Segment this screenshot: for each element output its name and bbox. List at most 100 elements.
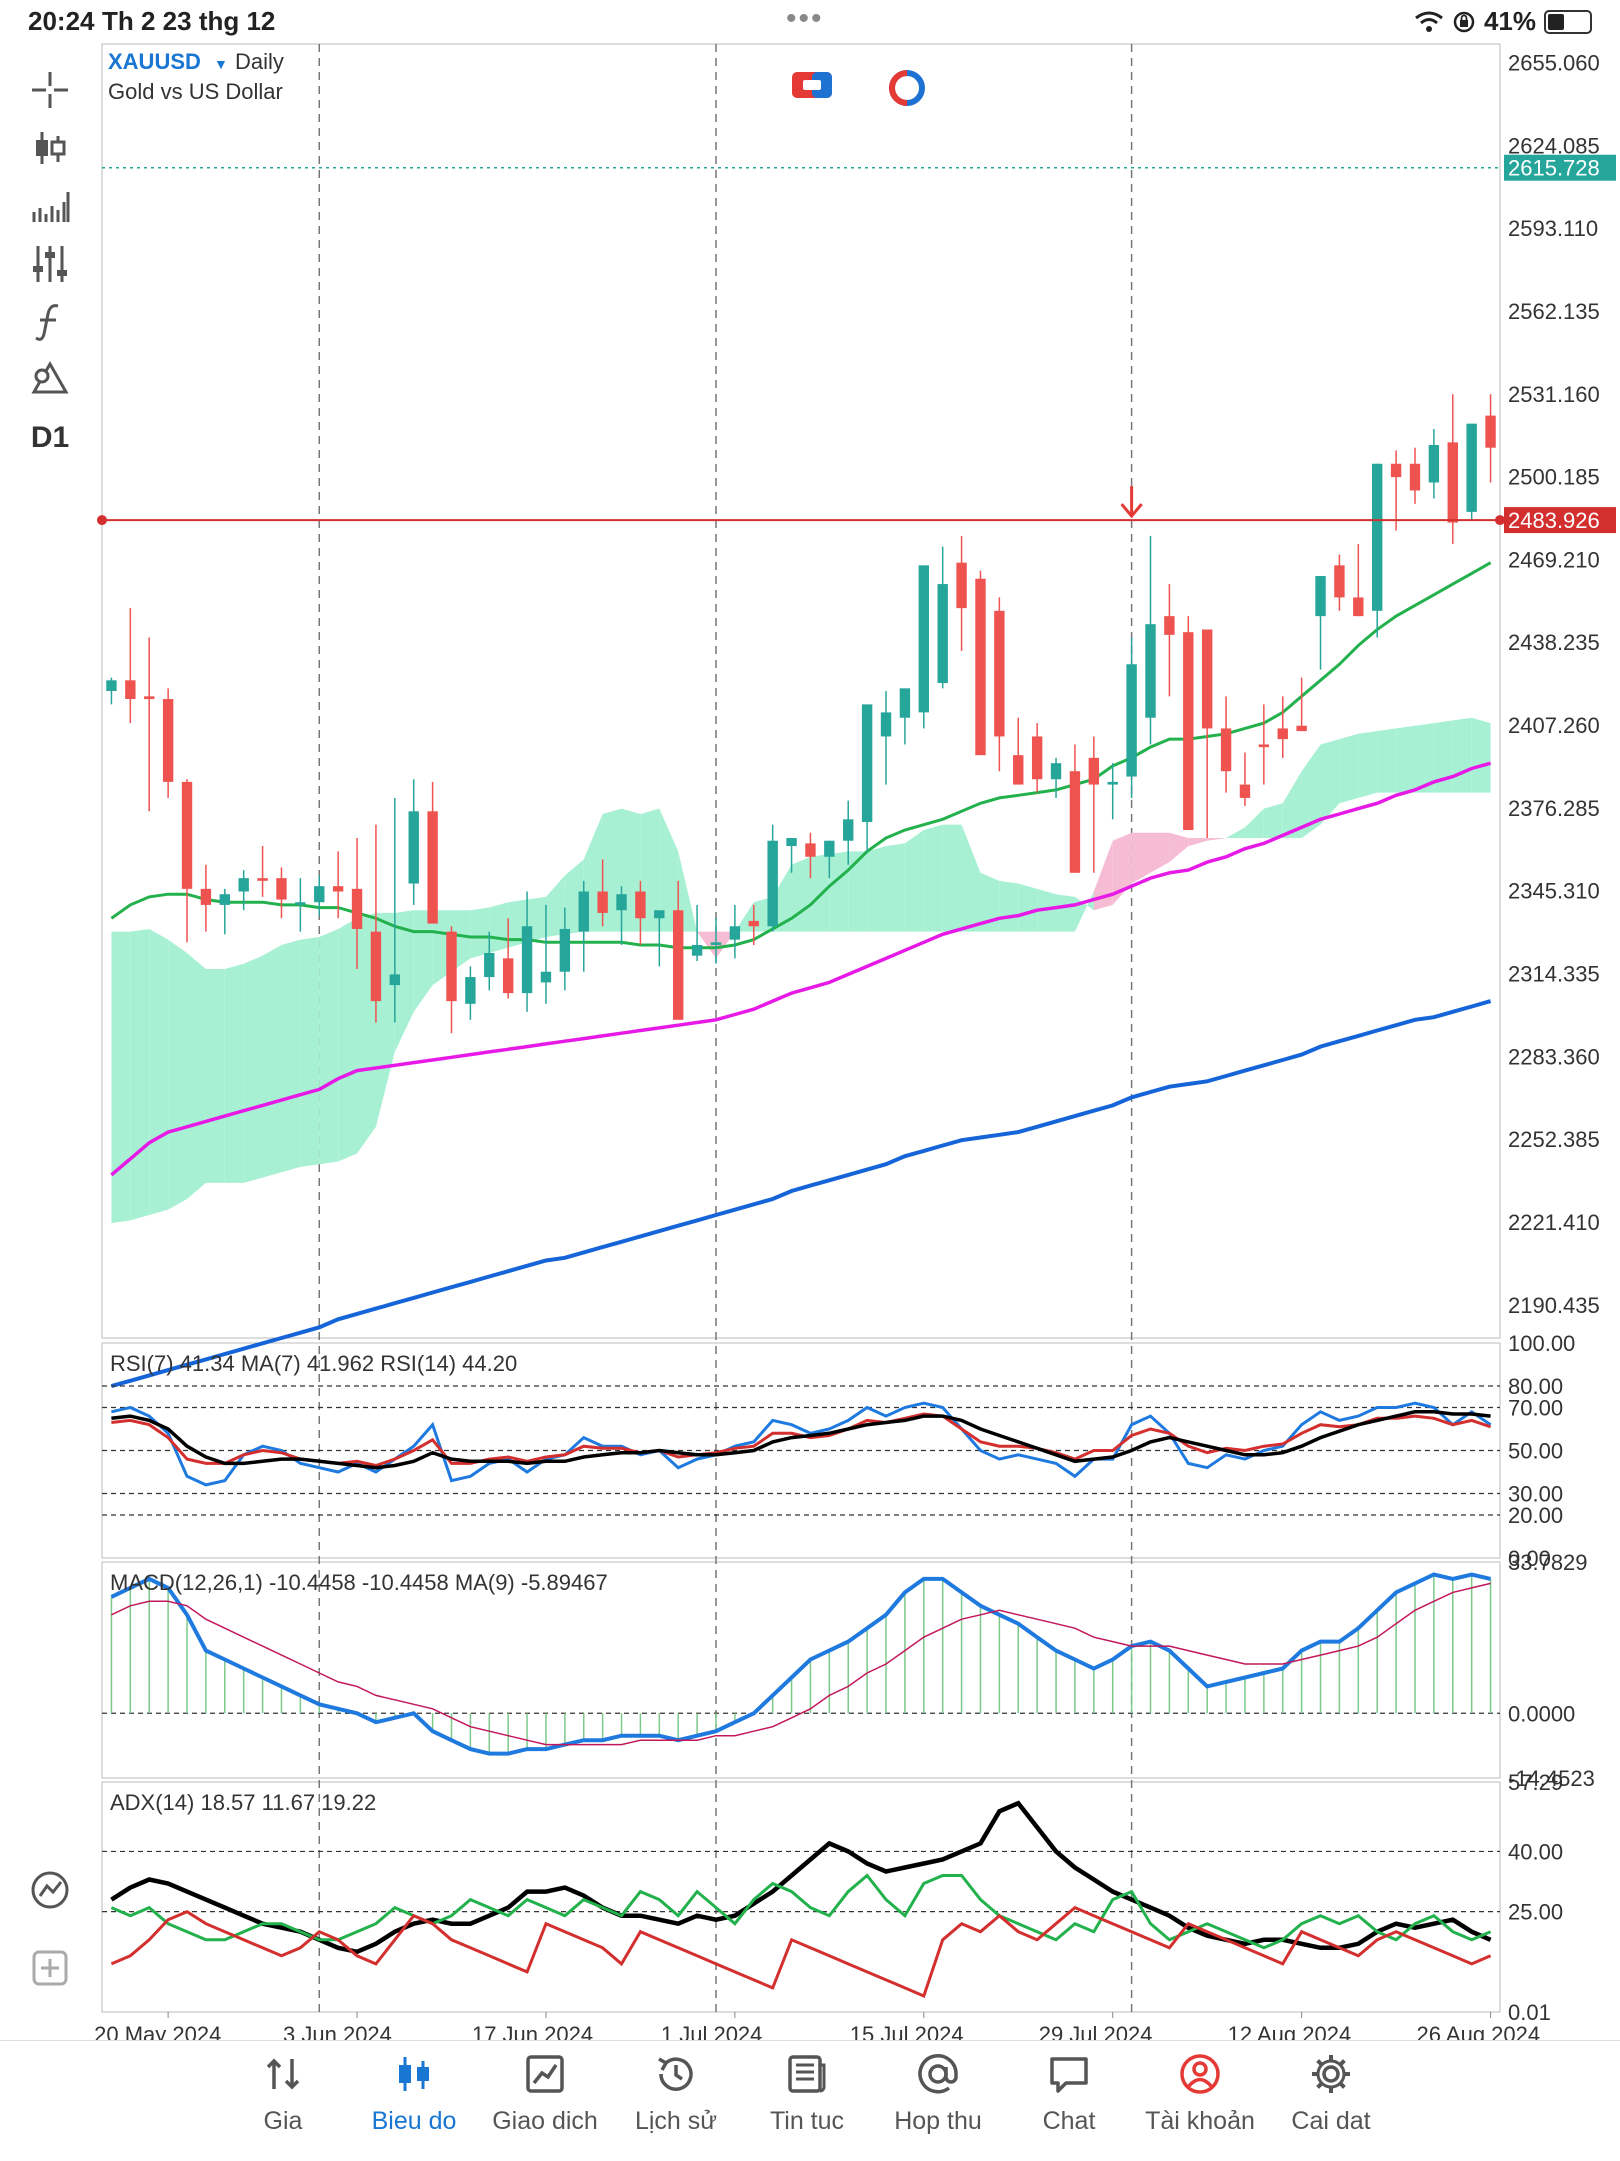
candle[interactable]	[635, 880, 646, 945]
candle[interactable]	[1428, 428, 1440, 499]
candle[interactable]	[502, 918, 514, 999]
multitask-dots-icon[interactable]: •••	[786, 2, 824, 35]
candle[interactable]	[691, 904, 703, 962]
candle[interactable]	[729, 904, 741, 959]
candle[interactable]	[578, 880, 589, 972]
candle[interactable]	[1050, 757, 1062, 798]
candle[interactable]	[181, 779, 193, 943]
candle[interactable]	[144, 637, 155, 812]
candle[interactable]	[1031, 723, 1043, 793]
nav-mailbox[interactable]: Hop thu	[873, 2051, 1003, 2136]
candle[interactable]	[540, 904, 552, 1004]
candle[interactable]	[1088, 736, 1100, 873]
chart-window-icon[interactable]	[22, 1862, 78, 1918]
candle[interactable]	[351, 838, 363, 970]
candle[interactable]	[861, 704, 873, 852]
candle[interactable]	[1372, 463, 1383, 638]
candle[interactable]	[332, 851, 344, 919]
candle[interactable]	[219, 888, 230, 935]
symbol-name[interactable]: XAUUSD	[108, 49, 201, 74]
one-click-trading-icon[interactable]	[792, 72, 832, 98]
price-line-handle[interactable]	[97, 515, 107, 526]
candle[interactable]	[1315, 576, 1326, 670]
candle[interactable]	[125, 608, 136, 724]
drawing-objects-icon[interactable]	[22, 352, 78, 408]
timeframe-label[interactable]: D1	[30, 421, 70, 454]
crosshair-icon[interactable]	[22, 62, 78, 118]
candle[interactable]	[1069, 744, 1081, 873]
candle[interactable]	[880, 691, 892, 785]
candle[interactable]	[276, 867, 287, 919]
candle[interactable]	[1390, 450, 1402, 531]
candle[interactable]	[370, 824, 382, 1023]
candle[interactable]	[521, 891, 533, 1012]
candle[interactable]	[1258, 704, 1270, 785]
candle[interactable]	[389, 797, 401, 1023]
candle[interactable]	[975, 570, 986, 756]
candle[interactable]	[314, 875, 325, 916]
candle[interactable]	[824, 840, 835, 879]
candle[interactable]	[559, 907, 571, 991]
candle[interactable]	[427, 781, 438, 924]
candle[interactable]	[1409, 447, 1421, 504]
candle[interactable]	[1145, 535, 1156, 745]
candle[interactable]	[899, 688, 911, 745]
candle[interactable]	[1183, 616, 1194, 831]
candle[interactable]	[446, 926, 457, 1034]
candle[interactable]	[673, 880, 684, 1020]
candle[interactable]	[408, 779, 419, 905]
candle[interactable]	[1164, 584, 1175, 697]
candle[interactable]	[1013, 717, 1024, 785]
function-icon[interactable]	[22, 294, 78, 350]
nav-account[interactable]: Tài khoản	[1135, 2051, 1265, 2136]
candle[interactable]	[257, 846, 268, 897]
candle[interactable]	[162, 688, 174, 798]
candle[interactable]	[1466, 423, 1477, 520]
nav-chat[interactable]: Chat	[1004, 2051, 1134, 2136]
candle[interactable]	[1334, 554, 1345, 611]
nav-trade[interactable]: Giao dich	[480, 2051, 610, 2136]
candle[interactable]	[994, 597, 1005, 772]
candle[interactable]	[748, 904, 759, 945]
market-watch-toggle-icon[interactable]	[889, 70, 925, 106]
candle[interactable]	[843, 800, 854, 865]
nav-chart[interactable]: Bieu do	[349, 2051, 479, 2136]
candle[interactable]	[238, 870, 249, 911]
candle[interactable]	[1220, 696, 1232, 793]
candle[interactable]	[1353, 543, 1364, 617]
candle[interactable]	[1201, 629, 1213, 839]
candle[interactable]	[200, 864, 212, 932]
add-window-icon[interactable]	[22, 1940, 78, 1996]
candle[interactable]	[1485, 394, 1496, 483]
candle[interactable]	[484, 931, 495, 991]
candle[interactable]	[767, 824, 778, 932]
candle[interactable]	[1107, 763, 1118, 820]
candle[interactable]	[654, 910, 665, 967]
candle[interactable]	[295, 878, 306, 932]
settings-sliders-icon[interactable]	[22, 236, 78, 292]
nav-settings[interactable]: Cai dat	[1266, 2051, 1396, 2136]
nav-news[interactable]: Tin tuc	[742, 2051, 872, 2136]
indicators-icon[interactable]	[22, 178, 78, 234]
nav-history[interactable]: Lịch sử	[611, 2051, 741, 2136]
candle[interactable]	[597, 859, 608, 927]
candle[interactable]	[616, 886, 627, 945]
symbol-dropdown-icon[interactable]: ▼	[214, 56, 228, 72]
candlesticks[interactable]	[106, 394, 1496, 1034]
price-line-handle[interactable]	[1495, 515, 1505, 526]
nav-quotes[interactable]: Gia	[218, 2051, 348, 2136]
candle[interactable]	[786, 838, 797, 873]
candle[interactable]	[106, 677, 117, 705]
candle[interactable]	[710, 918, 722, 964]
candle[interactable]	[1277, 696, 1288, 758]
candle[interactable]	[937, 546, 948, 689]
candle[interactable]	[465, 966, 476, 1020]
candle[interactable]	[918, 565, 929, 729]
chart-area[interactable]: 2655.060 2624.085 2593.110 2562.135 2531.160…	[0, 40, 1620, 2040]
candle[interactable]	[805, 832, 816, 879]
candle[interactable]	[1447, 394, 1458, 544]
candle[interactable]	[1126, 637, 1137, 798]
candlestick-icon[interactable]	[22, 120, 78, 176]
candle[interactable]	[956, 535, 967, 651]
candle[interactable]	[1296, 677, 1307, 732]
